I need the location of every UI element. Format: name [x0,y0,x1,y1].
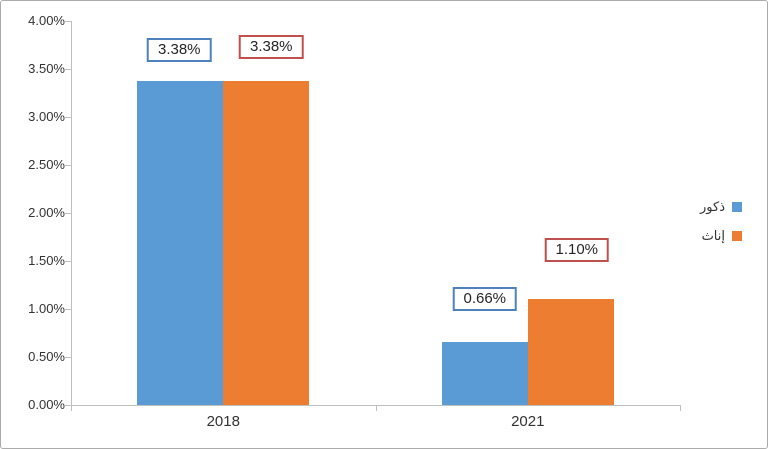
x-axis-label-2021: 2021 [511,413,545,430]
data-label-males-2021: 0.66% [452,286,518,311]
x-axis-label-2018: 2018 [206,413,240,430]
bar-females-2018 [223,80,310,405]
x-tick-mark [71,405,72,411]
legend-marker-males [732,202,742,212]
y-tick-mark [65,405,71,406]
y-axis-tick-label: 4.00% [28,13,65,28]
y-axis-tick-label: 3.00% [28,109,65,124]
y-axis-tick-label: 2.00% [28,205,65,220]
y-tick-mark [65,117,71,118]
y-axis-tick-label: 3.50% [28,61,65,76]
data-label-text: 1.10% [555,241,599,259]
legend-item-males: ذكور [700,199,742,215]
y-tick-mark [65,213,71,214]
bar-males-2021 [441,341,528,405]
legend-label-males: ذكور [700,199,725,214]
y-axis-tick-label: 1.00% [28,301,65,316]
legend-label-females: إناث [701,228,725,243]
bar-males-2018 [137,80,224,405]
y-tick-mark [65,261,71,262]
legend-item-females: إناث [702,228,742,244]
y-tick-mark [65,69,71,70]
data-label-males-2018: 3.38% [146,37,212,62]
y-axis-tick-label: 0.50% [28,349,65,364]
data-label-females-2021: 1.10% [544,238,610,263]
y-tick-mark [65,357,71,358]
y-tick-mark [65,165,71,166]
x-tick-mark [376,405,377,411]
legend-marker-females [732,231,742,241]
y-axis-tick-label: 2.50% [28,157,65,172]
y-axis-tick-label: 1.50% [28,253,65,268]
bar-females-2021 [527,299,614,405]
data-label-text: 3.38% [157,40,201,58]
data-label-text: 3.38% [249,37,293,55]
y-tick-mark [65,309,71,310]
y-axis-tick-label: 0.00% [28,397,65,412]
y-tick-mark [65,21,71,22]
data-label-females-2018: 3.38% [238,34,304,59]
legend: ذكور إناث [700,199,742,244]
x-axis [71,405,680,406]
y-axis [71,21,72,405]
x-tick-mark [680,405,681,411]
data-label-text: 0.66% [463,289,507,307]
